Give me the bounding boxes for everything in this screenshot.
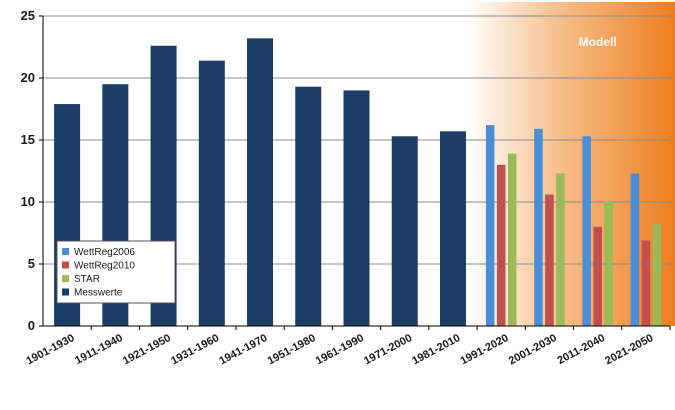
x-tick-label: 1911-1940 <box>73 332 125 367</box>
y-tick-label: 0 <box>28 318 35 333</box>
x-tick-label: 2011-2040 <box>556 332 608 367</box>
bar-star <box>604 200 613 326</box>
bar-star <box>507 153 517 326</box>
x-tick-label: 1921-1950 <box>121 332 173 367</box>
x-tick-label: 1931-1960 <box>169 332 221 367</box>
bar-wettreg2006 <box>630 173 640 326</box>
x-tick-label: 1971-2000 <box>362 332 414 367</box>
legend-label: WettReg2010 <box>74 261 135 272</box>
modell-annotation: Modell <box>579 35 617 49</box>
bar-messwerte <box>343 90 370 327</box>
bar-star <box>556 173 565 326</box>
y-tick-label: 25 <box>21 8 35 23</box>
legend-label: WettReg2006 <box>74 247 135 258</box>
bar-messwerte <box>198 60 225 326</box>
x-tick-label: 1951-1980 <box>266 332 318 367</box>
bar-messwerte <box>295 86 322 327</box>
bar-wettreg2010 <box>593 226 602 326</box>
legend-box <box>56 240 176 304</box>
legend-swatch <box>62 261 69 269</box>
x-tick-label: 2001-2030 <box>507 332 559 367</box>
bar-wettreg2010 <box>496 164 506 326</box>
legend: WettReg2006 WettReg2010 STAR Messwerte <box>56 240 176 304</box>
legend-label: STAR <box>74 274 100 285</box>
legend-label: Messwerte <box>74 288 123 299</box>
y-tick-label: 15 <box>21 132 35 147</box>
x-tick-label: 1961-1990 <box>314 332 366 367</box>
bar-wettreg2006 <box>485 125 495 327</box>
y-tick-label: 10 <box>21 194 35 209</box>
bar-messwerte <box>439 131 466 326</box>
y-tick-label: 5 <box>28 256 35 271</box>
x-tick-label: 1941-1970 <box>217 332 269 367</box>
bar-wettreg2010 <box>545 194 554 326</box>
legend-swatch <box>62 288 69 296</box>
x-axis-labels: 1901-19301911-19401921-19501931-19601941… <box>24 332 655 367</box>
legend-swatch <box>62 248 69 255</box>
legend-swatch <box>62 275 69 282</box>
bar-messwerte <box>391 136 418 326</box>
bar-wettreg2006 <box>534 128 543 326</box>
bar-star <box>652 224 662 326</box>
y-tick-label: 20 <box>21 70 35 85</box>
x-tick-label: 1901-1930 <box>24 332 76 367</box>
bar-wettreg2006 <box>582 136 591 326</box>
bar-wettreg2010 <box>641 240 651 326</box>
x-tick-label: 1981-2010 <box>410 332 462 367</box>
y-axis-ticks: 0 5 10 15 20 25 <box>21 8 43 333</box>
x-tick-label: 2021-2050 <box>603 332 655 367</box>
x-tick-label: 1991-2020 <box>459 332 511 367</box>
bar-messwerte <box>247 38 274 326</box>
